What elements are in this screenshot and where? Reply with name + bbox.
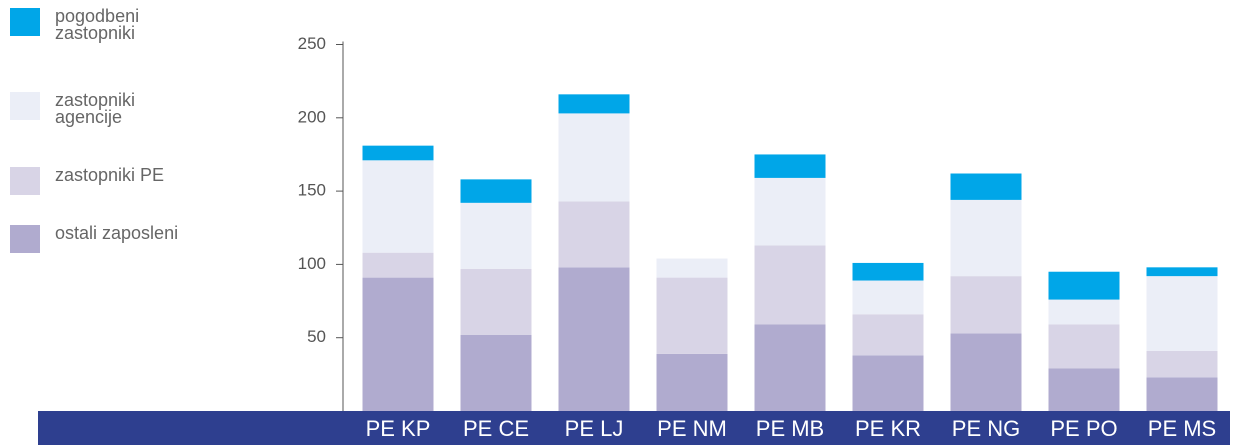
bar-segment (1048, 271, 1120, 300)
y-tick-label: 250 (298, 34, 326, 53)
bar-segment (1048, 324, 1120, 369)
x-tick-label: PE LJ (565, 416, 624, 441)
bar-segment (1048, 368, 1120, 411)
bar-segment (852, 355, 924, 411)
bar-segment (1146, 276, 1218, 351)
legend-item: pogodbeni zastopniki (10, 6, 205, 43)
legend-label: ostali zaposleni (55, 223, 179, 243)
x-tick-label: PE PO (1050, 416, 1117, 441)
legend-item: zastopniki PE (10, 165, 205, 195)
x-tick-label: PE MS (1148, 416, 1216, 441)
bar-segment (558, 201, 630, 268)
x-tick-label: PE NG (952, 416, 1020, 441)
y-tick-label: 50 (307, 327, 326, 346)
bar-segment (1146, 350, 1218, 378)
bar-segment (656, 353, 728, 411)
legend-label: zastopniki PE (55, 165, 165, 185)
legend-swatch (10, 8, 40, 36)
bar-segment (460, 268, 532, 335)
bar-segment (950, 276, 1022, 334)
legend-swatch (10, 167, 40, 195)
legend-swatch (10, 92, 40, 120)
legend-label: zastopniki agencije (55, 90, 136, 127)
bar-segment (852, 280, 924, 315)
bar-segment (460, 202, 532, 269)
bar-segment (754, 324, 826, 411)
bar-segment (1146, 267, 1218, 277)
bar-segment (950, 199, 1022, 277)
bar-segment (558, 113, 630, 202)
bar-segment (754, 245, 826, 325)
bar-segment (656, 277, 728, 354)
bar-segment (1146, 377, 1218, 411)
x-tick-label: PE NM (657, 416, 727, 441)
x-tick-label: PE KR (855, 416, 921, 441)
bar-segment (558, 267, 630, 411)
bar-segment (852, 314, 924, 356)
bar-segment (362, 252, 434, 278)
bar-segment (558, 94, 630, 114)
y-tick-label: 100 (298, 254, 326, 273)
legend-label: pogodbeni zastopniki (55, 6, 140, 43)
x-tick-label: PE KP (366, 416, 431, 441)
y-tick-label: 150 (298, 181, 326, 200)
legend-item: zastopniki agencije (10, 90, 205, 127)
bar-segment (754, 154, 826, 178)
category-band (38, 411, 1230, 445)
bar-segment (460, 334, 532, 411)
x-tick-label: PE CE (463, 416, 529, 441)
bar-segment (362, 145, 434, 161)
bar-segment (362, 160, 434, 253)
bar-segment (852, 262, 924, 281)
legend-swatch (10, 225, 40, 253)
bar-segment (950, 173, 1022, 200)
bar-segment (950, 333, 1022, 411)
legend-item: ostali zaposleni (10, 223, 205, 253)
bar-segment (1048, 299, 1120, 325)
x-tick-label: PE MB (756, 416, 824, 441)
bar-segment (362, 277, 434, 411)
bar-segment (656, 258, 728, 278)
bar-segment (460, 179, 532, 203)
bar-segment (754, 177, 826, 246)
y-tick-label: 200 (298, 107, 326, 126)
